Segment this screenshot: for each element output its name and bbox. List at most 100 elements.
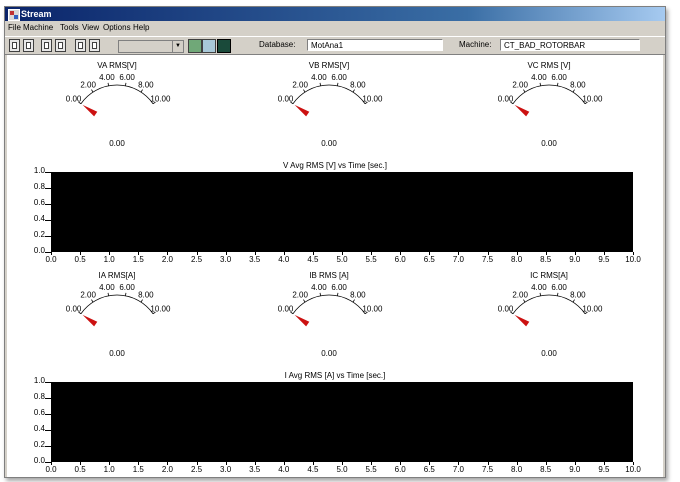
y-tick-label: 0.4 [33, 424, 45, 433]
gauge-dial: 0.00 2.004.00 6.008.00 10.00 [498, 283, 603, 327]
x-tick [574, 462, 576, 465]
menu-help[interactable]: Help [133, 23, 150, 32]
machine-field[interactable]: CT_BAD_ROTORBAR [500, 39, 640, 51]
gauge-vc-rms: VC RMS [V] 0.00 2.00 4.00 6.00 8.00 10.00 0.0… [489, 61, 609, 151]
plot-area [51, 172, 633, 252]
x-tick [167, 252, 169, 255]
toolbar-button-6[interactable] [89, 39, 100, 52]
gauge-tick-label: 2.00 [512, 81, 528, 90]
y-tick [45, 204, 51, 205]
toolbar-button-4[interactable] [55, 39, 66, 52]
x-tick [545, 252, 547, 255]
x-tick [371, 252, 373, 255]
x-tick [400, 252, 402, 255]
title-bar[interactable]: Stream [5, 7, 665, 21]
x-tick [196, 252, 198, 255]
current-chart: I Avg RMS [A] vs Time [sec.] 1.0 0.8 0.6 0.… [7, 371, 663, 474]
toolbar-button-3[interactable] [41, 39, 52, 52]
gauge-tick [539, 292, 541, 296]
gauge-tick [319, 292, 321, 296]
y-tick [45, 398, 51, 399]
y-tick [45, 220, 51, 221]
window-title: Stream [21, 9, 52, 19]
x-tick-label: 2.0 [161, 465, 173, 474]
x-tick [342, 462, 343, 465]
app-icon [8, 9, 20, 21]
gauge-ia-rms: IA RMS[A] 0.00 2.00 4.00 6.00 8.00 10.00 0.00 [57, 271, 177, 361]
x-tick [312, 462, 314, 465]
menu-bar: File Machine Tools View Options Help [5, 22, 665, 35]
x-tick [225, 252, 227, 255]
database-field[interactable]: MotAna1 [307, 39, 443, 51]
toolbar-button-2[interactable] [23, 39, 34, 52]
y-tick [45, 252, 51, 253]
gauge-arc [80, 294, 154, 314]
chart-title: I Avg RMS [A] vs Time [sec.] [284, 371, 386, 380]
gauge-tick [539, 82, 541, 86]
x-tick-label: 5.0 [336, 255, 348, 264]
chevron-down-icon[interactable]: ▼ [172, 41, 183, 52]
chart-icon[interactable] [202, 39, 216, 53]
x-tick-label: 4.0 [278, 255, 290, 264]
x-tick [487, 252, 489, 255]
x-tick-label: 4.5 [307, 255, 319, 264]
gauge-tick-label: 6.00 [331, 73, 347, 82]
gauge-tick [523, 89, 526, 93]
gauge-tick-label: 0.00 [278, 305, 294, 314]
x-tick-label: 2.5 [190, 465, 203, 474]
gauge-tick [352, 299, 355, 303]
x-tick-label: 3.0 [220, 255, 232, 264]
gauge-readout: 0.00 [541, 139, 557, 148]
gauge-tick-label: 10.00 [150, 305, 171, 314]
x-tick-label: 9.5 [598, 465, 610, 474]
y-tick-label: 0.2 [33, 230, 45, 239]
gauge-tick-label: 8.00 [570, 81, 586, 90]
x-tick [516, 462, 518, 465]
gauge-tick [337, 82, 339, 86]
gauge-tick-label: 8.00 [570, 291, 586, 300]
gauge-tick-label: 2.00 [292, 81, 308, 90]
x-tick-label: 1.0 [103, 255, 115, 264]
grid-icon[interactable] [188, 39, 202, 53]
gauge-tick-label: 10.00 [582, 95, 603, 104]
gauge-tick-label: 8.00 [138, 291, 154, 300]
x-tick-label: 5.5 [365, 465, 377, 474]
gauge-arc [512, 84, 586, 104]
y-tick-label: 1.0 [33, 376, 45, 385]
gauge-arc [292, 84, 366, 104]
gauge-tick [572, 299, 575, 303]
gauge-ic-rms: IC RMS[A] 0.00 2.00 4.00 6.00 8.00 10.00 0.00 [489, 271, 609, 361]
y-tick [45, 172, 51, 173]
x-tick-label: 7.5 [481, 465, 494, 474]
gauge-tick-label: 4.00 [99, 73, 115, 82]
y-tick [45, 414, 51, 415]
x-tick [138, 462, 140, 465]
gauge-va-rms: VA RMS[V] 0.00 2.00 4.00 6.00 8.00 10.00 0.00 [57, 61, 177, 151]
x-tick [400, 462, 402, 465]
gauge-dial: 0.00 2.004.00 6.008.00 10.00 [278, 73, 383, 117]
x-tick [516, 252, 518, 255]
menu-view[interactable]: View [82, 23, 100, 32]
gauge-tick-label: 2.00 [80, 291, 96, 300]
menu-tools[interactable]: Tools [60, 23, 79, 32]
monitor-icon[interactable] [217, 39, 231, 53]
toolbar-button-5[interactable] [75, 39, 86, 52]
gauge-tick-label: 2.00 [80, 81, 96, 90]
gauge-needle [82, 104, 98, 117]
toolbar-combo[interactable]: ▼ [118, 40, 184, 53]
gauge-dial: 0.00 2.004.00 6.008.00 10.00 [66, 283, 171, 327]
y-tick [45, 382, 51, 383]
gauge-tick [91, 299, 94, 303]
gauge-tick [140, 89, 143, 93]
gauge-tick [510, 311, 514, 315]
menu-machine[interactable]: Machine [23, 23, 54, 32]
toolbar-button-1[interactable] [9, 39, 20, 52]
x-tick-label: 5.0 [336, 465, 348, 474]
menu-options[interactable]: Options [103, 23, 131, 32]
x-tick-label: 9.0 [569, 465, 581, 474]
menu-file[interactable]: File [8, 23, 21, 32]
x-tick-label: 7.0 [452, 465, 464, 474]
gauge-dial: 0.00 2.004.00 6.008.00 10.00 [66, 73, 171, 117]
gauge-tick-label: 8.00 [350, 81, 366, 90]
y-tick-label: 0.4 [33, 214, 45, 223]
